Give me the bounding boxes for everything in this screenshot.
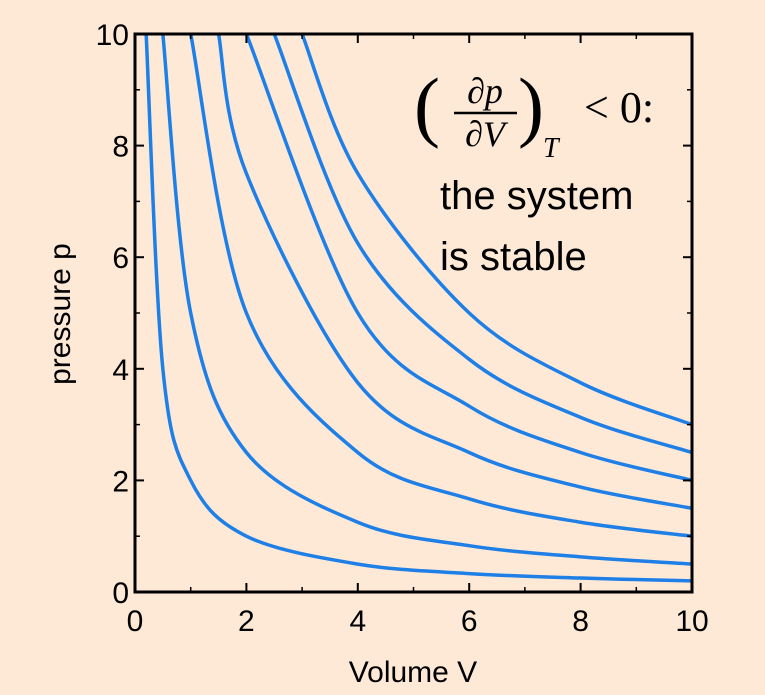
isotherm-curve-4 <box>216 33 693 511</box>
partial-p: ∂p <box>467 71 503 111</box>
x-tick-label: 6 <box>461 605 478 638</box>
isotherm-curve-3 <box>188 33 693 538</box>
tick-group: 0 2 4 6 8 10 0 2 4 6 8 10 <box>96 19 709 638</box>
x-tick-label: 0 <box>127 605 144 638</box>
y-tick-label: 10 <box>96 19 129 52</box>
curve-group <box>144 33 693 583</box>
partial-v: ∂V <box>465 114 509 154</box>
isotherm-curve-2 <box>161 33 693 566</box>
y-axis-label: pressure p <box>44 243 77 385</box>
y-tick-label: 8 <box>112 131 129 164</box>
x-tick-label: 2 <box>238 605 255 638</box>
y-tick-label: 2 <box>112 465 129 498</box>
less-than-zero: < 0: <box>584 83 654 132</box>
y-tick-label: 0 <box>112 577 129 610</box>
x-tick-label: 10 <box>675 605 708 638</box>
annotation-line-2: is stable <box>440 235 587 279</box>
isotherm-curve-6 <box>272 33 693 455</box>
isotherm-curve-7 <box>300 33 693 427</box>
annotation-line-1: the system <box>440 174 633 218</box>
isotherm-curve-5 <box>244 33 693 483</box>
x-tick-label: 4 <box>349 605 366 638</box>
x-axis-label: Volume V <box>349 656 477 689</box>
y-tick-label: 4 <box>112 354 129 387</box>
left-paren: ( <box>414 62 440 149</box>
y-tick-label: 6 <box>112 242 129 275</box>
x-tick-label: 8 <box>572 605 589 638</box>
stability-annotation: ( ∂p ∂V ) T < 0: the system is stable <box>414 62 654 279</box>
right-paren: ) <box>518 62 544 149</box>
subscript-t: T <box>543 133 561 164</box>
isotherm-curve-1 <box>144 33 693 583</box>
